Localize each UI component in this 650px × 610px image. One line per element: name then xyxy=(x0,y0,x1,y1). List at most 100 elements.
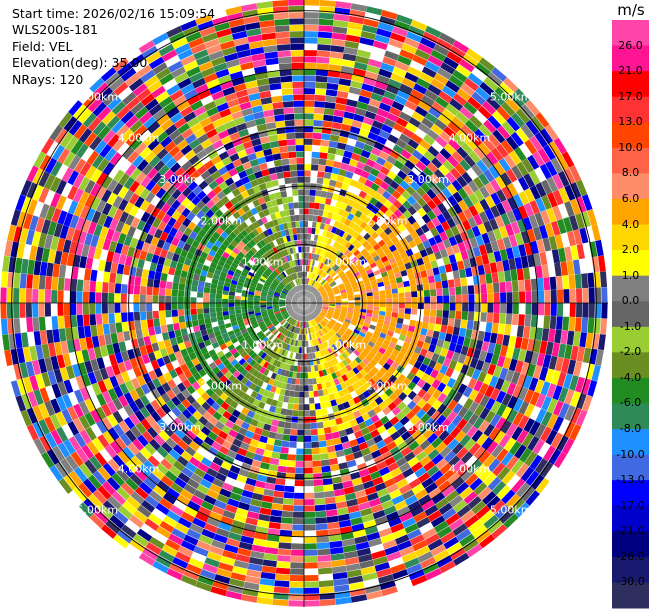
velocity-gate xyxy=(315,307,322,311)
velocity-gate xyxy=(437,392,447,404)
velocity-gate xyxy=(304,297,307,303)
velocity-gate xyxy=(433,234,443,244)
velocity-gate xyxy=(318,580,334,588)
velocity-gate xyxy=(456,260,465,270)
velocity-gate xyxy=(304,467,313,474)
velocity-gate xyxy=(332,26,348,34)
velocity-gate xyxy=(405,297,412,303)
velocity-gate xyxy=(350,80,363,89)
velocity-gate xyxy=(361,83,375,93)
velocity-gate xyxy=(516,429,529,444)
velocity-gate xyxy=(334,293,341,297)
velocity-gate xyxy=(158,303,165,311)
velocity-gate xyxy=(474,303,481,313)
velocity-gate xyxy=(421,193,432,204)
velocity-gate xyxy=(350,334,357,340)
velocity-gate xyxy=(527,436,540,451)
velocity-gate xyxy=(281,510,294,518)
velocity-gate xyxy=(502,334,510,347)
velocity-gate xyxy=(133,285,141,295)
velocity-gate xyxy=(380,222,389,231)
velocity-gate xyxy=(373,299,380,303)
velocity-gate xyxy=(335,306,342,309)
velocity-gate xyxy=(442,199,453,210)
velocity-gate xyxy=(432,206,442,217)
velocity-gate xyxy=(307,285,310,291)
velocity-gate xyxy=(478,173,490,186)
velocity-gate xyxy=(342,53,357,62)
velocity-gate xyxy=(395,138,408,149)
velocity-gate xyxy=(363,322,370,328)
velocity-gate xyxy=(411,308,418,315)
velocity-gate xyxy=(556,154,569,171)
velocity-gate xyxy=(277,465,287,473)
velocity-gate xyxy=(440,248,449,258)
velocity-gate xyxy=(557,170,570,187)
velocity-gate xyxy=(321,292,328,297)
velocity-gate xyxy=(289,435,297,442)
velocity-gate xyxy=(462,409,474,422)
velocity-gate xyxy=(363,224,372,233)
velocity-gate xyxy=(354,300,361,303)
velocity-gate xyxy=(459,106,474,120)
velocity-gate xyxy=(371,214,380,223)
velocity-gate xyxy=(304,284,306,291)
velocity-gate xyxy=(321,216,327,224)
velocity-gate xyxy=(308,384,314,392)
velocity-gate xyxy=(396,14,413,25)
velocity-gate xyxy=(306,259,309,266)
velocity-gate xyxy=(485,397,496,411)
velocity-gate xyxy=(317,561,332,569)
velocity-gate xyxy=(367,328,375,334)
velocity-gate xyxy=(344,241,352,249)
velocity-gate xyxy=(412,384,422,395)
velocity-gate xyxy=(365,288,373,293)
velocity-gate xyxy=(514,444,527,459)
velocity-gate xyxy=(346,260,353,268)
velocity-gate xyxy=(457,406,469,418)
velocity-gate xyxy=(421,382,432,392)
velocity-gate xyxy=(329,134,340,142)
velocity-gate xyxy=(341,293,348,297)
velocity-gate xyxy=(304,24,319,31)
velocity-gate xyxy=(528,214,539,229)
velocity-gate xyxy=(309,189,316,196)
velocity-gate xyxy=(478,350,488,362)
velocity-gate xyxy=(501,186,513,200)
velocity-gate xyxy=(524,451,538,467)
velocity-gate xyxy=(401,275,409,282)
velocity-gate xyxy=(352,187,362,196)
velocity-gate xyxy=(394,271,402,279)
velocity-gate xyxy=(342,197,351,205)
velocity-gate xyxy=(378,314,385,320)
velocity-gate xyxy=(435,136,448,148)
velocity-gate xyxy=(481,293,488,303)
velocity-gate xyxy=(398,292,405,298)
velocity-gate xyxy=(499,281,506,293)
velocity-gate xyxy=(376,277,384,284)
velocity-gate xyxy=(373,141,385,151)
velocity-gate xyxy=(288,441,297,448)
velocity-gate xyxy=(310,170,318,177)
velocity-gate xyxy=(479,395,490,408)
velocity-gate xyxy=(398,297,405,303)
velocity-gate xyxy=(364,319,371,325)
velocity-gate xyxy=(287,460,296,467)
velocity-gate xyxy=(385,264,393,272)
velocity-gate xyxy=(247,300,254,303)
velocity-gate xyxy=(539,163,552,180)
velocity-gate xyxy=(360,350,368,358)
velocity-gate xyxy=(440,348,449,358)
velocity-gate xyxy=(442,310,449,319)
velocity-gate xyxy=(374,80,388,91)
velocity-gate xyxy=(340,291,347,296)
velocity-gate xyxy=(370,168,380,177)
velocity-gate xyxy=(366,312,373,318)
velocity-gate xyxy=(509,441,522,456)
velocity-gate xyxy=(363,77,377,87)
velocity-gate xyxy=(455,294,462,303)
velocity-gate xyxy=(421,95,435,107)
velocity-gate xyxy=(228,303,235,307)
velocity-gate xyxy=(481,155,494,169)
velocity-gate xyxy=(342,256,349,263)
